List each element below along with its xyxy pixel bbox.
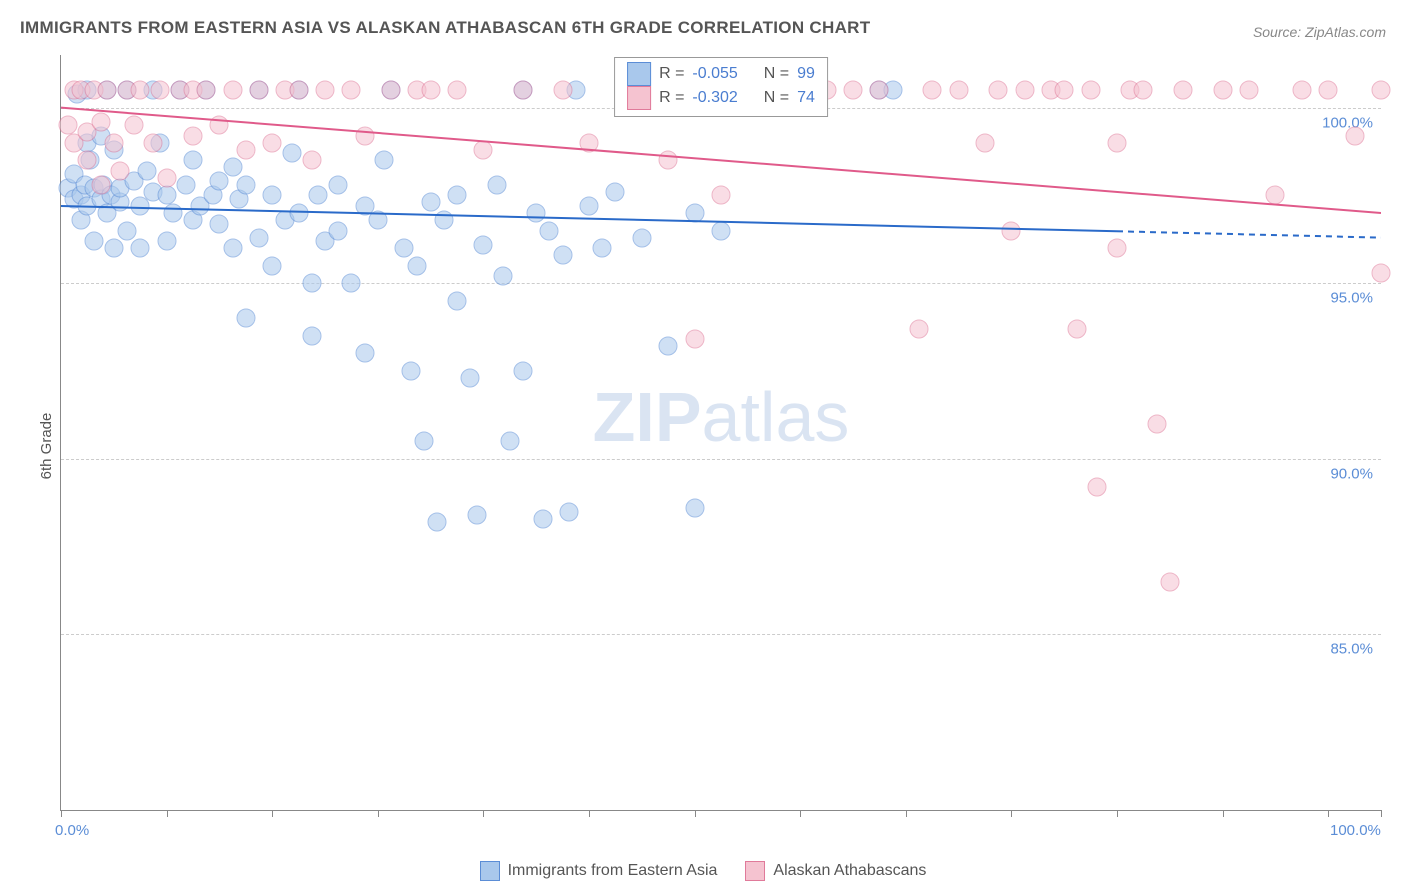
legend-swatch bbox=[480, 861, 500, 881]
legend-swatch bbox=[627, 86, 651, 110]
x-tick bbox=[906, 810, 907, 817]
x-tick bbox=[483, 810, 484, 817]
legend-label: Alaskan Athabascans bbox=[773, 862, 926, 880]
x-tick bbox=[272, 810, 273, 817]
scatter-plot: ZIPatlas R =-0.055N =99R =-0.302N =74 85… bbox=[60, 55, 1381, 811]
r-value: -0.302 bbox=[692, 87, 737, 109]
x-tick-label: 0.0% bbox=[55, 822, 89, 839]
r-label: R = bbox=[659, 87, 684, 109]
x-tick bbox=[1223, 810, 1224, 817]
x-tick bbox=[1117, 810, 1118, 817]
n-label: N = bbox=[764, 63, 789, 85]
trend-lines bbox=[61, 55, 1381, 810]
y-axis-label: 6th Grade bbox=[38, 413, 55, 480]
source-label: Source: ZipAtlas.com bbox=[1253, 24, 1386, 40]
x-tick bbox=[1381, 810, 1382, 817]
chart-title: IMMIGRANTS FROM EASTERN ASIA VS ALASKAN … bbox=[20, 18, 870, 38]
r-value: -0.055 bbox=[692, 63, 737, 85]
legend-item: Immigrants from Eastern Asia bbox=[480, 861, 718, 881]
trend-line bbox=[61, 206, 1117, 231]
n-value: 99 bbox=[797, 63, 815, 85]
legend-label: Immigrants from Eastern Asia bbox=[508, 862, 718, 880]
x-tick bbox=[167, 810, 168, 817]
x-tick bbox=[589, 810, 590, 817]
x-tick bbox=[61, 810, 62, 817]
n-label: N = bbox=[764, 87, 789, 109]
correlation-legend: R = -0.055 N = 99 R = -0.302 N = 74 bbox=[614, 57, 828, 117]
x-tick bbox=[1011, 810, 1012, 817]
r-label: R = bbox=[659, 63, 684, 85]
legend-item: Alaskan Athabascans bbox=[745, 861, 926, 881]
x-tick bbox=[800, 810, 801, 817]
series-legend: Immigrants from Eastern Asia Alaskan Atha… bbox=[0, 861, 1406, 886]
trend-line-dashed bbox=[1117, 231, 1381, 237]
trend-line bbox=[61, 108, 1381, 213]
x-tick bbox=[695, 810, 696, 817]
x-tick-label: 100.0% bbox=[1330, 822, 1381, 839]
legend-row: R = -0.302 N = 74 bbox=[627, 86, 815, 110]
x-tick bbox=[378, 810, 379, 817]
legend-swatch bbox=[627, 62, 651, 86]
x-tick bbox=[1328, 810, 1329, 817]
legend-row: R = -0.055 N = 99 bbox=[627, 62, 815, 86]
legend-swatch bbox=[745, 861, 765, 881]
n-value: 74 bbox=[797, 87, 815, 109]
